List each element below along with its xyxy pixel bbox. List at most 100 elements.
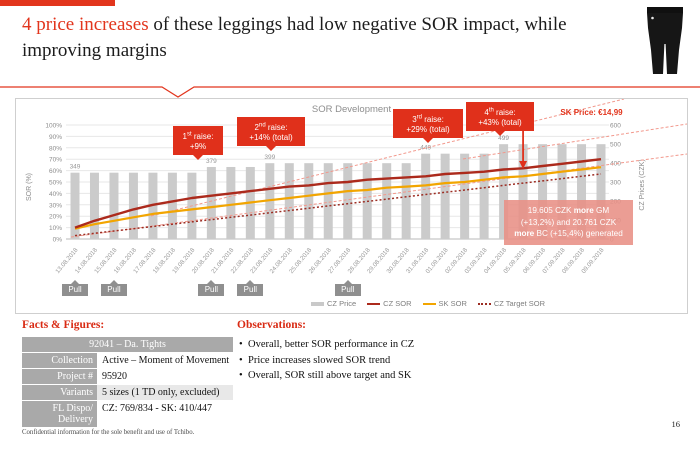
top-accent-bar	[0, 0, 115, 6]
row-label: Collection	[22, 353, 97, 368]
callout-title: 1st raise:	[182, 131, 214, 141]
legend-item-cz-sor: CZ SOR	[367, 299, 412, 308]
bar-value-label: 349	[70, 164, 81, 171]
table-row: FL Dispo/ Delivery CZ: 769/834 - SK: 410…	[22, 401, 233, 427]
row-label: FL Dispo/ Delivery	[22, 401, 97, 427]
y-left-axis-label: SOR (%)	[26, 173, 33, 201]
callout-raise-3: 3rd raise: +29% (total)	[393, 109, 463, 143]
price-bar	[538, 144, 548, 239]
price-bar	[479, 153, 489, 239]
cz-sor-line	[74, 158, 602, 229]
price-bar	[70, 172, 80, 239]
confidential-note: Confidential information for the sole be…	[22, 429, 195, 436]
callout-value: +29% (total)	[406, 124, 450, 134]
facts-heading: Facts & Figures:	[22, 319, 105, 331]
legend-label: CZ Price	[327, 299, 357, 308]
y-right-tick: 300	[610, 180, 621, 187]
title-divider	[0, 86, 700, 98]
y-left-tick: 0%	[53, 237, 63, 244]
callout-value: +14% (total)	[249, 132, 293, 142]
sor-development-chart: SOR Development 0% 10% 20% 30% 40% 50% 60% 70% 8…	[15, 98, 688, 314]
price-bar	[499, 144, 509, 239]
legend-label: CZ SOR	[383, 299, 412, 308]
callout-value: +43% (total)	[478, 117, 522, 127]
price-bar	[89, 172, 99, 239]
observation-text: Price increases slowed SOR trend	[248, 354, 391, 366]
price-bar	[109, 172, 119, 239]
bullet-icon: •	[239, 339, 243, 350]
chart-canvas: 0%10%20%30%40%50%60%70%80%90%100%0100200…	[26, 98, 688, 275]
price-bar	[577, 144, 587, 239]
price-bar	[323, 163, 333, 239]
pull-marker: Pull	[62, 280, 88, 296]
legend-item-sk-sor: SK SOR	[422, 299, 467, 308]
bar-value-label: 449	[420, 145, 431, 152]
y-right-tick: 600	[610, 123, 621, 130]
bullet-icon: •	[239, 354, 243, 366]
legend-item-cz-target-sor: CZ Target SOR	[477, 299, 545, 308]
callout-raise-4: 4th raise: +43% (total)	[466, 102, 534, 136]
observations-heading: Observations:	[237, 319, 306, 331]
y-right-tick: 400	[610, 161, 621, 168]
row-label: Variants	[22, 385, 97, 400]
row-value: CZ: 769/834 - SK: 410/447	[97, 401, 233, 427]
list-item: • Overall, SOR still above target and SK	[239, 368, 489, 384]
table-row: Collection Active – Moment of Movement	[22, 353, 233, 368]
chart-legend: CZ Price CZ SOR SK SOR CZ Target SOR	[311, 299, 545, 308]
cz-target-sor-line	[74, 173, 602, 237]
price-bar	[518, 144, 528, 239]
bar-value-label: 499	[498, 135, 509, 142]
observations-list: • Overall, better SOR performance in CZ •…	[239, 337, 489, 384]
y-left-tick: 40%	[49, 191, 62, 198]
price-bar	[304, 163, 314, 239]
price-bar	[206, 166, 216, 239]
price-bar	[382, 163, 392, 239]
pull-marker: Pull	[198, 280, 225, 296]
y-left-tick: 50%	[49, 180, 62, 187]
y-left-tick: 20%	[49, 214, 62, 221]
y-left-tick: 80%	[49, 145, 62, 152]
price-bar	[128, 172, 138, 239]
callout-raise-2: 2nd raise: +14% (total)	[237, 117, 305, 151]
projection-trend-line	[462, 123, 688, 160]
title-rest: of these leggings had low negative SOR i…	[22, 14, 567, 61]
price-bar	[557, 144, 567, 239]
y-left-tick: 10%	[49, 225, 62, 232]
legend-item-cz-price: CZ Price	[311, 299, 356, 308]
raise-arrow-head	[519, 161, 528, 169]
observation-text: Overall, better SOR performance in CZ	[248, 339, 415, 350]
price-bar	[343, 163, 353, 239]
row-value: 5 sizes (1 TD only, excluded)	[97, 385, 233, 400]
list-item: • Overall, better SOR performance in CZ	[239, 337, 489, 353]
callout-raise-1: 1st raise: +9%	[173, 126, 223, 160]
gm-bc-note: 19.605 CZK more GM (+13,2%) and 20.761 CZ…	[504, 200, 633, 245]
bar-value-label: 379	[206, 158, 217, 165]
page-number: 16	[671, 419, 681, 429]
line-swatch-icon	[367, 302, 381, 305]
y-right-tick: 500	[610, 142, 621, 149]
projection-trend-line	[70, 153, 688, 238]
legend-label: SK SOR	[438, 299, 467, 308]
y-left-tick: 60%	[49, 168, 62, 175]
chart-title: SOR Development	[311, 104, 392, 115]
legend-label: CZ Target SOR	[493, 299, 545, 308]
callout-title: 2nd raise:	[254, 122, 288, 132]
sk-sor-line	[74, 166, 602, 230]
pull-marker: Pull	[334, 280, 361, 296]
title-highlight: 4 price increases	[22, 14, 149, 35]
projection-trend-line	[150, 98, 625, 217]
page-title: 4 price increases of these leggings had …	[22, 12, 637, 64]
y-left-tick: 30%	[49, 202, 62, 209]
dotted-swatch-icon	[477, 302, 491, 305]
table-row: Variants 5 sizes (1 TD only, excluded)	[22, 385, 233, 400]
price-bar	[226, 166, 236, 239]
line-swatch-icon	[422, 302, 436, 305]
facts-table: 92041 – Da. Tights Collection Active – M…	[22, 337, 233, 428]
row-value: 95920	[97, 369, 233, 384]
price-bar	[284, 163, 294, 239]
price-bar	[401, 163, 411, 239]
observation-text: Overall, SOR still above target and SK	[248, 370, 412, 381]
price-bar	[596, 144, 606, 239]
pull-marker: Pull	[237, 280, 264, 296]
y-left-tick: 90%	[49, 134, 62, 141]
